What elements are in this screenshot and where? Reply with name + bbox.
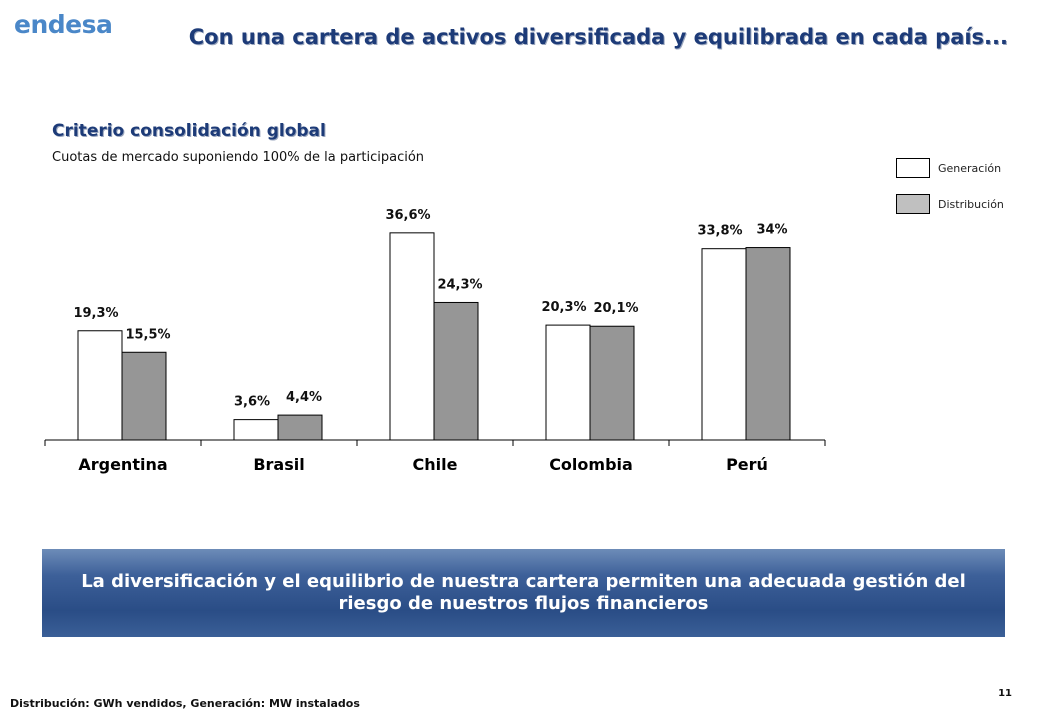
banner-text: La diversificación y el equilibrio de nu… — [81, 571, 966, 614]
chart-legend: Generación Distribución — [896, 157, 1004, 229]
conclusion-banner: La diversificación y el equilibrio de nu… — [42, 549, 1005, 637]
slide-title: Con una cartera de activos diversificada… — [188, 25, 1008, 49]
section-heading: Criterio consolidación global — [52, 121, 326, 141]
legend-swatch-distribucion — [896, 194, 930, 214]
footnote: Distribución: GWh vendidos, Generación: … — [10, 697, 360, 710]
bar-generacion-brasil — [233, 419, 279, 441]
category-label: Perú — [726, 455, 768, 474]
bar-distribucion-perú — [745, 247, 791, 441]
bar-generacion-colombia — [545, 324, 591, 441]
data-label: 33,8% — [697, 224, 742, 239]
data-label: 19,3% — [73, 306, 118, 321]
data-label: 20,1% — [593, 301, 638, 316]
legend-label-generacion: Generación — [938, 161, 1002, 175]
category-label: Argentina — [78, 455, 167, 474]
page-number: 11 — [998, 688, 1012, 699]
legend-swatch-generacion — [896, 158, 930, 178]
bar-distribucion-chile — [433, 301, 479, 441]
category-label: Brasil — [253, 455, 304, 474]
bar-distribucion-brasil — [277, 414, 323, 441]
data-label: 24,3% — [437, 277, 482, 292]
data-label: 3,6% — [234, 395, 270, 410]
category-label: Colombia — [549, 455, 633, 474]
legend-item-generacion: Generación — [896, 157, 1004, 179]
legend-label-distribucion: Distribución — [938, 197, 1004, 211]
data-label: 4,4% — [286, 390, 322, 405]
chart-caption: Cuotas de mercado suponiendo 100% de la … — [52, 150, 425, 165]
category-label: Chile — [413, 455, 458, 474]
data-label: 34% — [756, 223, 787, 238]
bar-generacion-perú — [701, 248, 747, 441]
data-label: 20,3% — [541, 300, 586, 315]
market-share-bar-chart: 19,3% 15,5% Argentina 3,6% 4,4% Brasil 36,6% 24… — [44, 208, 826, 474]
legend-item-distribucion: Distribución — [896, 193, 1004, 215]
bar-distribucion-colombia — [589, 325, 635, 441]
endesa-logo: endesa — [14, 10, 113, 39]
data-label: 36,6% — [385, 208, 430, 223]
data-label: 15,5% — [125, 327, 170, 342]
bar-distribucion-argentina — [121, 351, 167, 441]
bar-generacion-chile — [389, 232, 435, 441]
bar-generacion-argentina — [77, 330, 123, 441]
